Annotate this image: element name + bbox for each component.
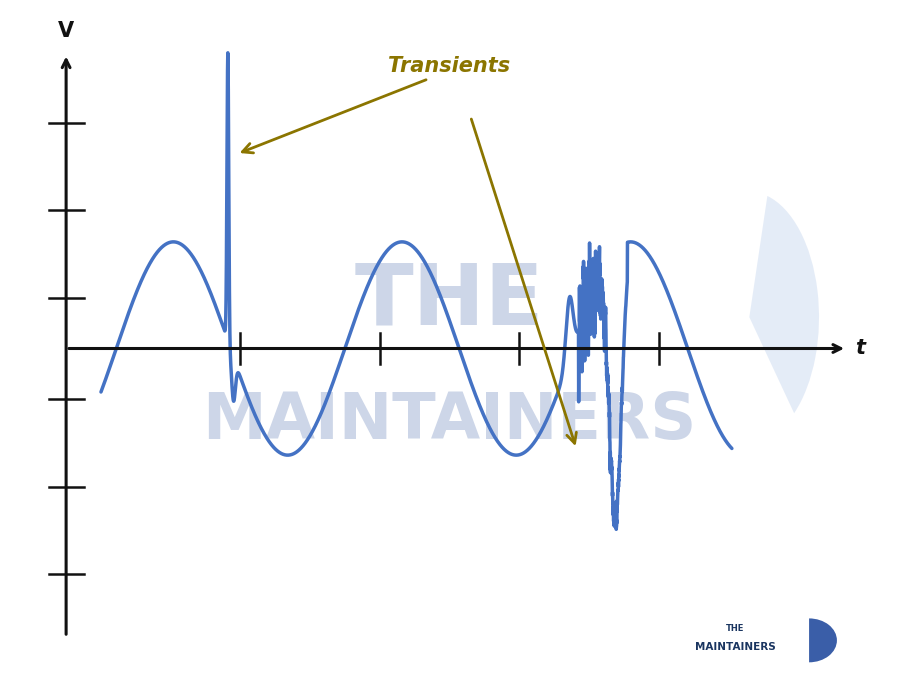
Text: MAINTAINERS: MAINTAINERS [202,390,696,452]
Text: V: V [58,21,74,41]
Text: Transients: Transients [388,56,510,76]
Wedge shape [749,196,818,413]
Wedge shape [808,618,836,662]
Text: t: t [854,339,864,358]
Text: MAINTAINERS: MAINTAINERS [694,642,775,652]
Text: THE: THE [354,259,544,342]
Text: THE: THE [725,624,744,633]
